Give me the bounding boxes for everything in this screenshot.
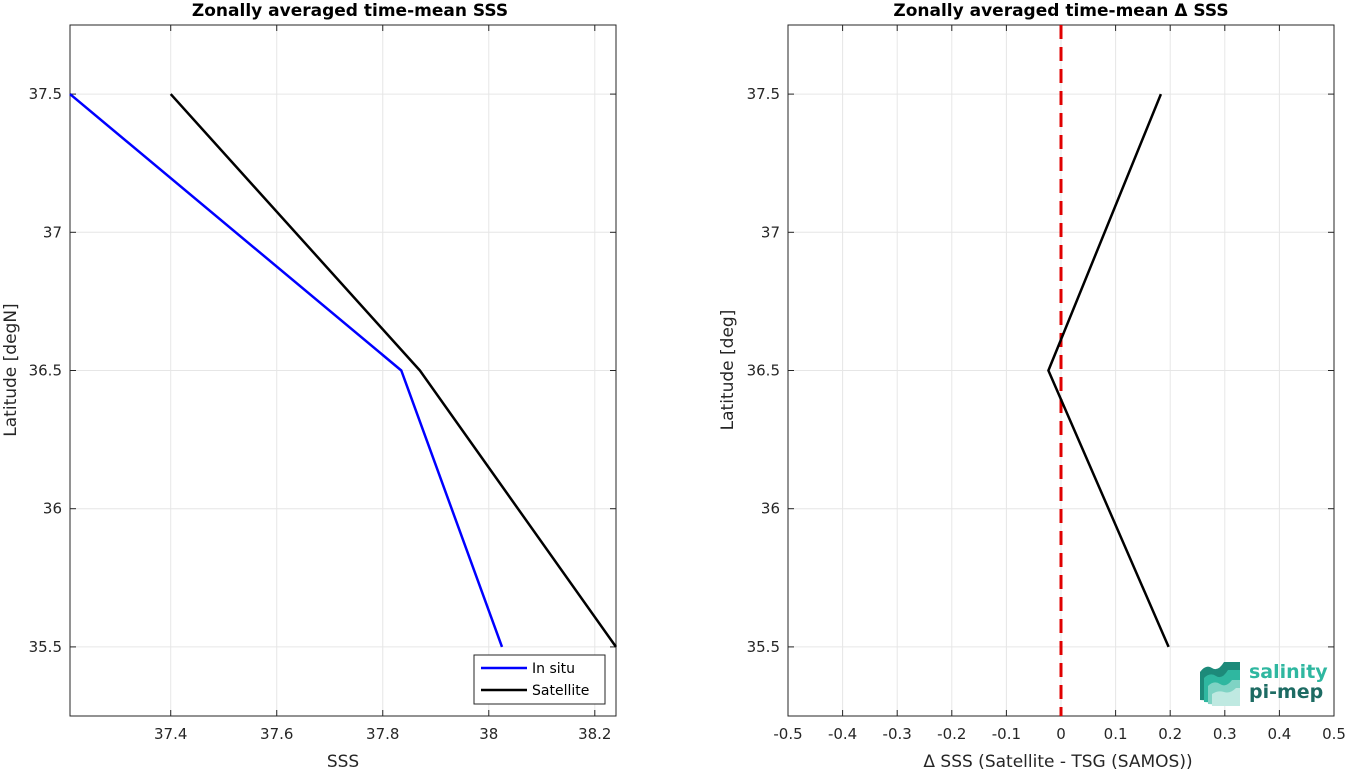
logo-waves-icon (1200, 662, 1240, 706)
right-chart-panel: Zonally averaged time-mean Δ SSS -0.5 -0.… (718, 1, 1346, 769)
right-y-axis-label: Latitude [deg] (718, 310, 738, 431)
left-chart-panel: Zonally averaged time-mean SSS 37.4 37.6 3… (1, 1, 618, 769)
logo-text-pi-mep: pi-mep (1249, 681, 1323, 703)
right-x-tick-label: 0 (1056, 725, 1066, 743)
left-y-tick-label: 37 (43, 223, 62, 241)
right-y-tick-label: 35.5 (747, 638, 780, 656)
right-x-tick-label: 0.5 (1322, 725, 1346, 743)
right-x-tick-label: -0.4 (828, 725, 857, 743)
left-data-lines (69, 93, 618, 648)
legend: In situ Satellite (473, 654, 606, 705)
right-x-tick-label: 0.4 (1267, 725, 1291, 743)
right-chart-title: Zonally averaged time-mean Δ SSS (893, 1, 1228, 21)
left-x-tick-label: 38 (479, 725, 498, 743)
right-ticks: -0.5 -0.4 -0.3 -0.2 -0.1 0 0.1 0.2 0.3 0.4 0.5 35.5… (747, 25, 1346, 743)
left-grid (70, 25, 616, 716)
right-x-tick-label: -0.5 (773, 725, 802, 743)
legend-label-satellite: Satellite (532, 683, 589, 699)
right-x-tick-label: 0.3 (1213, 725, 1237, 743)
right-series-line-series-0 (1047, 93, 1170, 648)
right-x-tick-label: -0.1 (992, 725, 1021, 743)
left-y-tick-label: 36.5 (29, 362, 62, 380)
right-y-tick-label: 37 (761, 223, 780, 241)
left-y-tick-label: 36 (43, 500, 62, 518)
right-x-tick-label: -0.3 (883, 725, 912, 743)
right-x-tick-label: 0.2 (1158, 725, 1182, 743)
left-y-tick-label: 37.5 (29, 85, 62, 103)
right-grid (787, 25, 1335, 716)
salinity-pi-mep-logo: salinity pi-mep (1200, 661, 1328, 706)
right-y-tick-label: 36 (761, 500, 780, 518)
left-x-tick-label: 37.6 (260, 725, 293, 743)
right-y-tick-label: 37.5 (747, 85, 780, 103)
right-y-tick-label: 36.5 (747, 362, 780, 380)
left-x-tick-label: 37.8 (366, 725, 399, 743)
left-x-axis-label: SSS (327, 752, 359, 769)
left-series-line-in-situ (69, 93, 504, 648)
legend-box (473, 654, 606, 705)
left-series-line-satellite (169, 93, 618, 648)
left-ticks: 37.4 37.6 37.8 38 38.2 35.5 36 36.5 37 37.5 (29, 25, 616, 743)
left-chart-title: Zonally averaged time-mean SSS (192, 1, 508, 21)
left-x-tick-label: 37.4 (154, 725, 187, 743)
right-x-tick-label: 0.1 (1104, 725, 1128, 743)
logo-text-salinity: salinity (1249, 661, 1328, 683)
right-x-tick-label: -0.2 (937, 725, 966, 743)
right-x-axis-label: Δ SSS (Satellite - TSG (SAMOS)) (923, 752, 1192, 769)
legend-label-in-situ: In situ (532, 661, 575, 677)
left-y-axis-label: Latitude [degN] (1, 303, 21, 436)
left-y-tick-label: 35.5 (29, 638, 62, 656)
right-data-lines (1047, 25, 1170, 716)
left-x-tick-label: 38.2 (578, 725, 611, 743)
